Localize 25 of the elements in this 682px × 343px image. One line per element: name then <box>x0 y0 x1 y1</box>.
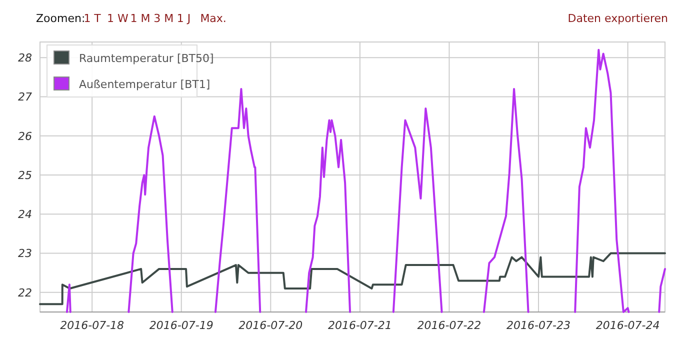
y-tick-label: 26 <box>18 130 32 143</box>
y-tick-label: 25 <box>18 168 32 182</box>
x-tick-label: 2016-07-23 <box>506 319 570 332</box>
x-tick-label: 2016-07-18 <box>60 319 124 332</box>
line-series <box>39 252 666 306</box>
y-tick-label: 22 <box>18 286 32 300</box>
text: 1 M <box>130 12 150 25</box>
legend-label: Außentemperatur [BT1] <box>79 78 210 91</box>
y-tick-label: 28 <box>18 52 32 64</box>
x-tick-label: 2016-07-20 <box>238 319 303 332</box>
text: 3 M <box>154 12 174 25</box>
x-tick-label: 2016-07-21 <box>328 319 392 332</box>
text: Max. <box>200 12 226 25</box>
legend-label: Raumtemperatur [BT50] <box>79 52 214 65</box>
text: Daten exportieren <box>568 12 668 25</box>
text: 1 W <box>107 12 128 25</box>
y-tick-label: 27 <box>18 90 32 104</box>
text: 1 T <box>84 12 102 25</box>
x-tick-label: 2016-07-24 <box>596 319 660 332</box>
text: 1 J <box>176 12 191 25</box>
y-tick-label: 23 <box>18 247 32 260</box>
x-tick-label: 2016-07-22 <box>417 319 482 332</box>
x-tick-label: 2016-07-19 <box>149 319 214 332</box>
y-tick-label: 24 <box>18 208 32 222</box>
text: Zoomen: <box>36 12 86 25</box>
